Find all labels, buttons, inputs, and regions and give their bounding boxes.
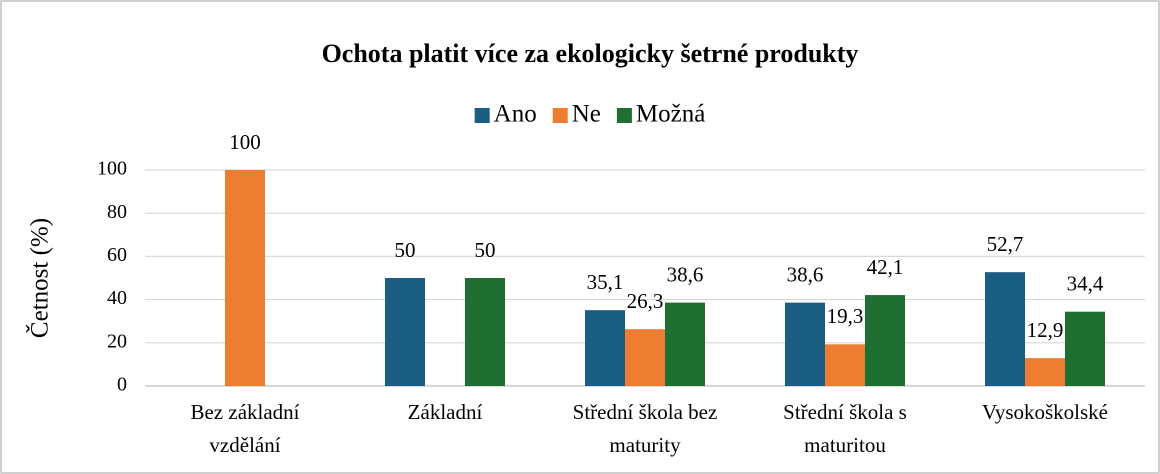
legend-swatch [552, 108, 568, 123]
legend-swatch [616, 108, 632, 123]
bar [225, 170, 265, 386]
data-label: 35,1 [587, 270, 624, 294]
x-tick-label: Základní [408, 400, 483, 424]
chart-title: Ochota platit více za ekologicky šetrné … [322, 39, 859, 68]
bar [1065, 311, 1105, 386]
x-tick-label: Vysokoškolské [982, 400, 1108, 424]
data-label: 50 [475, 238, 496, 262]
bar [825, 344, 865, 386]
bar [665, 302, 705, 386]
data-label: 38,6 [667, 262, 704, 286]
y-tick-label: 60 [107, 244, 127, 266]
data-label: 19,3 [827, 304, 864, 328]
data-label: 38,6 [787, 262, 824, 286]
y-axis-label: Četnost (%) [26, 218, 54, 338]
y-tick-label: 100 [97, 158, 127, 180]
x-tick-label: Střední škola s maturitou [783, 400, 907, 457]
data-label: 12,9 [1027, 318, 1064, 342]
data-label: 50 [395, 238, 416, 262]
y-tick-label: 20 [107, 330, 127, 352]
x-tick-label: Bez základní vzdělání [190, 400, 299, 457]
bar [385, 278, 425, 386]
legend-label: Ne [572, 101, 601, 128]
bar [865, 295, 905, 386]
bar [585, 310, 625, 386]
bar [625, 329, 665, 386]
legend: Ano Ne Možná [474, 101, 705, 128]
data-label: 26,3 [627, 289, 664, 313]
bar [985, 272, 1025, 386]
x-tick-label: Střední škola bez maturity [573, 400, 718, 457]
data-label: 100 [229, 130, 261, 154]
data-label: 42,1 [867, 255, 904, 279]
bar [1025, 358, 1065, 386]
legend-label: Možná [636, 101, 705, 128]
y-tick-label: 80 [107, 201, 127, 223]
data-label: 52,7 [987, 232, 1024, 256]
data-label: 34,4 [1067, 272, 1104, 296]
y-tick-label: 40 [107, 287, 127, 309]
bar [465, 278, 505, 386]
legend-label: Ano [494, 101, 537, 128]
y-tick-label: 0 [117, 374, 127, 396]
legend-swatch [474, 108, 490, 123]
bar [785, 302, 825, 386]
